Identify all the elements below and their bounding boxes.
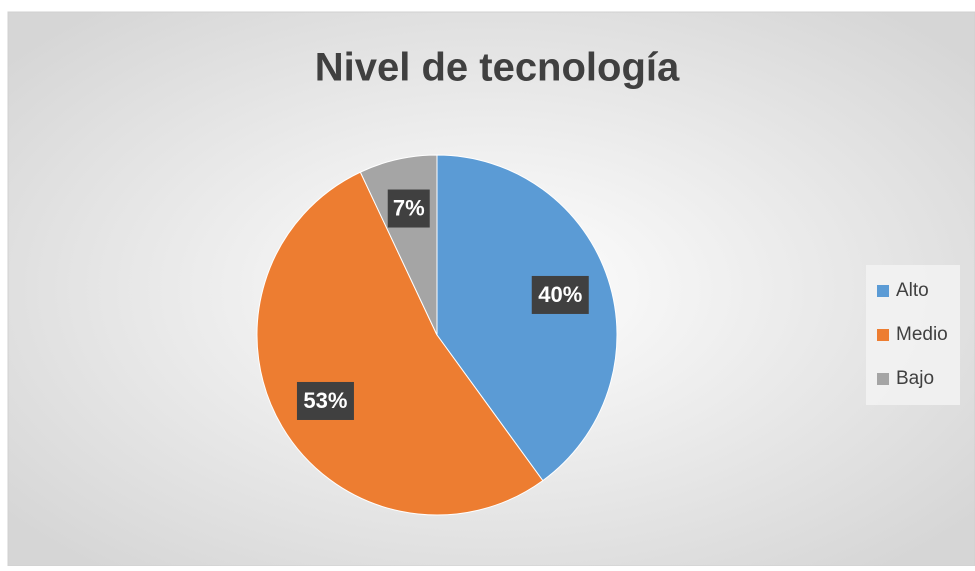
legend-label: Bajo	[896, 368, 934, 389]
legend-label: Alto	[896, 280, 929, 301]
label-box	[531, 275, 589, 314]
label-box	[387, 189, 430, 228]
data-label: 40%	[538, 282, 582, 307]
legend-swatch	[877, 373, 889, 385]
legend-swatch	[877, 285, 889, 297]
legend-swatch	[877, 329, 889, 341]
pie-slice	[436, 154, 618, 482]
pie-slice	[256, 171, 544, 516]
chart-title: Nivel de tecnología	[315, 46, 680, 90]
data-label: 7%	[393, 195, 425, 220]
label-box	[296, 381, 354, 420]
legend-label: Medio	[896, 324, 948, 345]
data-label: 53%	[303, 388, 347, 413]
